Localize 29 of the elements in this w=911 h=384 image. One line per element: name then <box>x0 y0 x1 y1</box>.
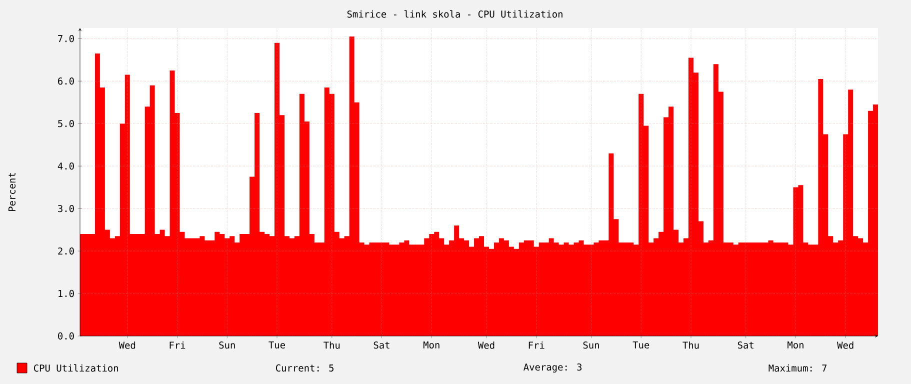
x-tick-label: Fri <box>528 341 544 349</box>
text: Current: 5 <box>276 364 334 372</box>
y-tick-label: 1.0 <box>58 290 74 298</box>
x-tick-label: Mon <box>788 341 804 349</box>
y-tick-label: 7.0 <box>58 35 74 42</box>
y-axis-title: Percent <box>8 172 16 212</box>
y-tick-label: 2.0 <box>58 247 74 255</box>
x-tick-label: Wed <box>478 341 494 349</box>
y-tick-label: 0.0 <box>58 332 74 340</box>
x-tick-label: Wed <box>118 341 136 349</box>
x-tick-label: Sat <box>374 341 390 349</box>
x-tick-label: Fri <box>170 341 186 349</box>
x-tick-label: Thu <box>682 341 699 349</box>
chart-title: Smirice - link skola - CPU Utilization <box>347 10 562 18</box>
legend-label: CPU Utilization <box>34 364 118 372</box>
x-tick-label: Tue <box>268 341 285 349</box>
y-tick-label: 6.0 <box>58 78 74 85</box>
x-tick-label: Tue <box>632 341 650 349</box>
y-tick-label: 5.0 <box>58 120 74 128</box>
x-tick-label: Sun <box>219 341 235 349</box>
x-tick-label: Thu <box>324 341 340 349</box>
x-tick-label: Mon <box>423 341 440 349</box>
x-tick-label: Sat <box>738 341 754 349</box>
y-tick-label: 4.0 <box>58 162 74 170</box>
text: Average: 3 <box>524 363 582 373</box>
y-tick-label: 3.0 <box>58 204 74 212</box>
x-tick-label: Wed <box>837 341 854 349</box>
text: Maximum: 7 <box>768 364 827 372</box>
x-tick-label: Sun <box>583 341 599 349</box>
